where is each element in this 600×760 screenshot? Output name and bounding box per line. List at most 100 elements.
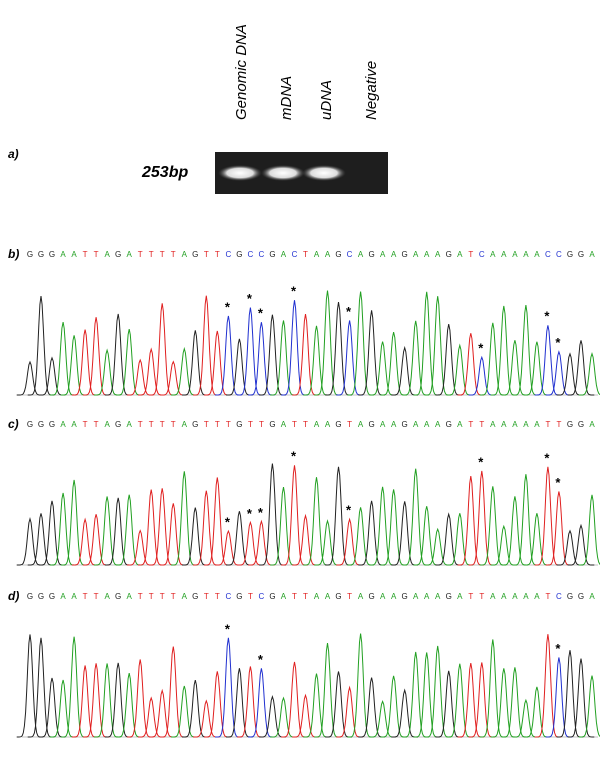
- base-letter: G: [192, 592, 198, 601]
- trace-peak: [336, 517, 363, 566]
- base-letter: C: [556, 250, 562, 259]
- lane-label: uDNA: [318, 80, 335, 120]
- trace-peak: [512, 698, 540, 738]
- trace-peak: [446, 343, 474, 396]
- base-letter: G: [269, 592, 275, 601]
- base-letter: G: [402, 592, 408, 601]
- base-letter: T: [259, 420, 264, 429]
- base-letter: A: [104, 250, 110, 259]
- base-letter: A: [501, 250, 507, 259]
- base-letter: T: [226, 420, 231, 429]
- trace-peak: [567, 658, 595, 738]
- lane-label: mDNA: [278, 76, 295, 120]
- base-letter: C: [259, 250, 265, 259]
- base-letter: A: [523, 592, 529, 601]
- base-letter: A: [534, 420, 540, 429]
- trace-peak: [336, 320, 363, 396]
- trace-peak: [204, 330, 231, 396]
- trace-peak: [545, 491, 573, 566]
- base-letter: A: [104, 592, 110, 601]
- marker: *: [544, 309, 550, 324]
- base-letter: T: [215, 250, 220, 259]
- base-letter: A: [534, 592, 540, 601]
- marker: *: [478, 341, 484, 356]
- base-letter: T: [160, 250, 165, 259]
- base-letter: A: [391, 250, 397, 259]
- trace-peak: [435, 324, 463, 396]
- base-letter: A: [182, 592, 188, 601]
- base-letter: A: [589, 420, 595, 429]
- base-letter: C: [479, 250, 485, 259]
- base-letter: A: [71, 420, 77, 429]
- trace-peak: [38, 356, 66, 396]
- base-letter: A: [314, 250, 320, 259]
- base-letter: G: [578, 592, 584, 601]
- base-letter: G: [192, 420, 198, 429]
- base-letter: G: [27, 592, 33, 601]
- base-letter: A: [457, 420, 463, 429]
- base-letter: A: [127, 592, 133, 601]
- base-letter: A: [435, 420, 441, 429]
- base-letter: T: [171, 592, 176, 601]
- base-letter: C: [225, 592, 231, 601]
- base-letter: A: [358, 592, 364, 601]
- base-letter: T: [160, 420, 165, 429]
- trace-peak: [325, 671, 352, 738]
- trace-peak: [468, 355, 496, 396]
- trace-peak: [27, 296, 55, 396]
- trace-peak: [281, 465, 308, 566]
- trace-peak: [391, 345, 418, 396]
- base-letter: A: [457, 592, 463, 601]
- trace-peak: [347, 291, 374, 396]
- marker: *: [544, 450, 550, 465]
- base-letter: G: [38, 250, 44, 259]
- base-letter: T: [468, 592, 473, 601]
- marker: *: [346, 304, 352, 319]
- base-letter: G: [115, 592, 121, 601]
- trace-peak: [170, 346, 198, 396]
- base-letter: T: [292, 420, 297, 429]
- base-letter: G: [192, 250, 198, 259]
- base-letter: G: [578, 250, 584, 259]
- base-letter: A: [380, 592, 386, 601]
- trace-peak: [126, 659, 154, 738]
- trace-peak: [424, 527, 452, 566]
- base-letter: A: [523, 420, 529, 429]
- base-letter: T: [138, 250, 143, 259]
- panel-label: b): [8, 247, 19, 261]
- trace-peak: [16, 360, 44, 396]
- trace-peak: [314, 519, 341, 566]
- trace-peak: [523, 686, 551, 738]
- base-letter: A: [71, 592, 77, 601]
- base-letter: A: [281, 592, 287, 601]
- base-letter: A: [104, 420, 110, 429]
- base-letter: A: [512, 420, 518, 429]
- trace-peak: [226, 338, 253, 396]
- base-letter: T: [83, 420, 88, 429]
- marker: *: [258, 505, 264, 520]
- base-letter: A: [127, 250, 133, 259]
- trace-peak: [380, 331, 407, 396]
- base-letter: T: [215, 420, 220, 429]
- trace-peak: [391, 688, 418, 738]
- panel-label: c): [8, 417, 19, 431]
- base-letter: A: [391, 420, 397, 429]
- base-letter: A: [413, 250, 419, 259]
- base-letter: T: [149, 250, 154, 259]
- base-letter: G: [368, 420, 374, 429]
- base-letter: G: [236, 592, 242, 601]
- trace-peak: [424, 645, 452, 738]
- base-letter: G: [446, 250, 452, 259]
- base-letter: A: [281, 420, 287, 429]
- trace-peak: [578, 352, 600, 396]
- base-letter: A: [490, 420, 496, 429]
- trace-peak: [259, 314, 286, 396]
- marker: *: [258, 652, 264, 667]
- base-letter: T: [479, 592, 484, 601]
- trace-peak: [148, 303, 176, 396]
- trace-peak: [182, 330, 209, 396]
- trace-peak: [358, 500, 385, 566]
- marker: *: [247, 291, 253, 306]
- band-size: 253bp: [141, 164, 188, 181]
